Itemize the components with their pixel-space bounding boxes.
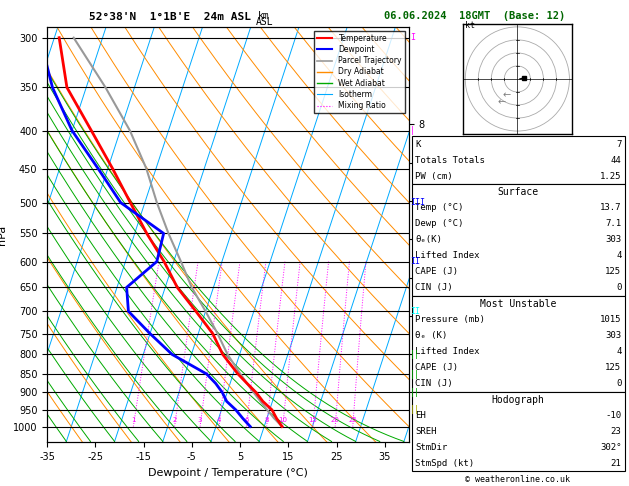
Text: StmDir: StmDir <box>415 443 447 452</box>
Text: 23: 23 <box>611 427 621 436</box>
Text: 1: 1 <box>131 417 136 423</box>
Text: 25: 25 <box>348 417 357 423</box>
Text: 0: 0 <box>616 379 621 388</box>
Text: ←: ← <box>498 97 506 107</box>
Text: CIN (J): CIN (J) <box>415 379 453 388</box>
Text: 8: 8 <box>264 417 269 423</box>
Text: PW (cm): PW (cm) <box>415 172 453 180</box>
Text: km: km <box>259 11 270 21</box>
Text: 125: 125 <box>605 267 621 277</box>
Text: 302°: 302° <box>600 443 621 452</box>
Text: 4: 4 <box>217 417 221 423</box>
Text: Hodograph: Hodograph <box>492 395 545 404</box>
Y-axis label: Mixing Ratio (g/kg): Mixing Ratio (g/kg) <box>431 189 442 280</box>
X-axis label: Dewpoint / Temperature (°C): Dewpoint / Temperature (°C) <box>148 468 308 478</box>
Text: 4: 4 <box>616 251 621 260</box>
Text: 7.1: 7.1 <box>605 219 621 228</box>
Text: ||: || <box>410 350 420 359</box>
Text: 303: 303 <box>605 331 621 340</box>
Text: Dewp (°C): Dewp (°C) <box>415 219 464 228</box>
Text: 44: 44 <box>611 156 621 165</box>
Text: ||: || <box>410 388 420 397</box>
Text: © weatheronline.co.uk: © weatheronline.co.uk <box>465 474 569 484</box>
Text: 10: 10 <box>278 417 287 423</box>
Text: 2: 2 <box>172 417 177 423</box>
Text: I: I <box>410 33 415 42</box>
Text: 06.06.2024  18GMT  (Base: 12): 06.06.2024 18GMT (Base: 12) <box>384 11 565 21</box>
Text: Pressure (mb): Pressure (mb) <box>415 315 485 324</box>
Legend: Temperature, Dewpoint, Parcel Trajectory, Dry Adiabat, Wet Adiabat, Isotherm, Mi: Temperature, Dewpoint, Parcel Trajectory… <box>314 31 405 113</box>
Text: -10: -10 <box>605 411 621 420</box>
Text: 15: 15 <box>309 417 318 423</box>
Text: |: | <box>410 126 415 135</box>
Text: II: II <box>410 257 420 266</box>
Text: 20: 20 <box>331 417 340 423</box>
Text: SREH: SREH <box>415 427 437 436</box>
Text: θₑ(K): θₑ(K) <box>415 235 442 244</box>
Text: 125: 125 <box>605 363 621 372</box>
Text: CAPE (J): CAPE (J) <box>415 267 458 277</box>
Text: CAPE (J): CAPE (J) <box>415 363 458 372</box>
Text: 6: 6 <box>244 417 248 423</box>
Text: Temp (°C): Temp (°C) <box>415 204 464 212</box>
Text: ||: || <box>410 369 420 379</box>
Text: III: III <box>410 198 425 207</box>
Text: CIN (J): CIN (J) <box>415 283 453 292</box>
Text: II: II <box>410 307 420 316</box>
Text: 13.7: 13.7 <box>600 204 621 212</box>
Text: 1.25: 1.25 <box>600 172 621 180</box>
Text: Totals Totals: Totals Totals <box>415 156 485 165</box>
Text: StmSpd (kt): StmSpd (kt) <box>415 459 474 468</box>
Text: K: K <box>415 139 421 149</box>
Text: EH: EH <box>415 411 426 420</box>
Text: 0: 0 <box>616 283 621 292</box>
Text: LCL: LCL <box>452 395 467 404</box>
Text: ←: ← <box>503 90 511 101</box>
Text: kt: kt <box>465 21 476 30</box>
Text: 1015: 1015 <box>600 315 621 324</box>
Text: 303: 303 <box>605 235 621 244</box>
Y-axis label: hPa: hPa <box>0 225 8 244</box>
Text: θₑ (K): θₑ (K) <box>415 331 447 340</box>
Text: 3: 3 <box>198 417 203 423</box>
Text: 52°38'N  1°1B'E  24m ASL: 52°38'N 1°1B'E 24m ASL <box>89 12 251 22</box>
Text: Lifted Index: Lifted Index <box>415 347 480 356</box>
Text: Lifted Index: Lifted Index <box>415 251 480 260</box>
Text: 21: 21 <box>611 459 621 468</box>
Text: Most Unstable: Most Unstable <box>480 299 557 309</box>
Text: 7: 7 <box>616 139 621 149</box>
Text: Surface: Surface <box>498 187 539 197</box>
Text: ASL: ASL <box>255 17 273 27</box>
Text: 4: 4 <box>616 347 621 356</box>
Text: ||: || <box>410 405 420 415</box>
